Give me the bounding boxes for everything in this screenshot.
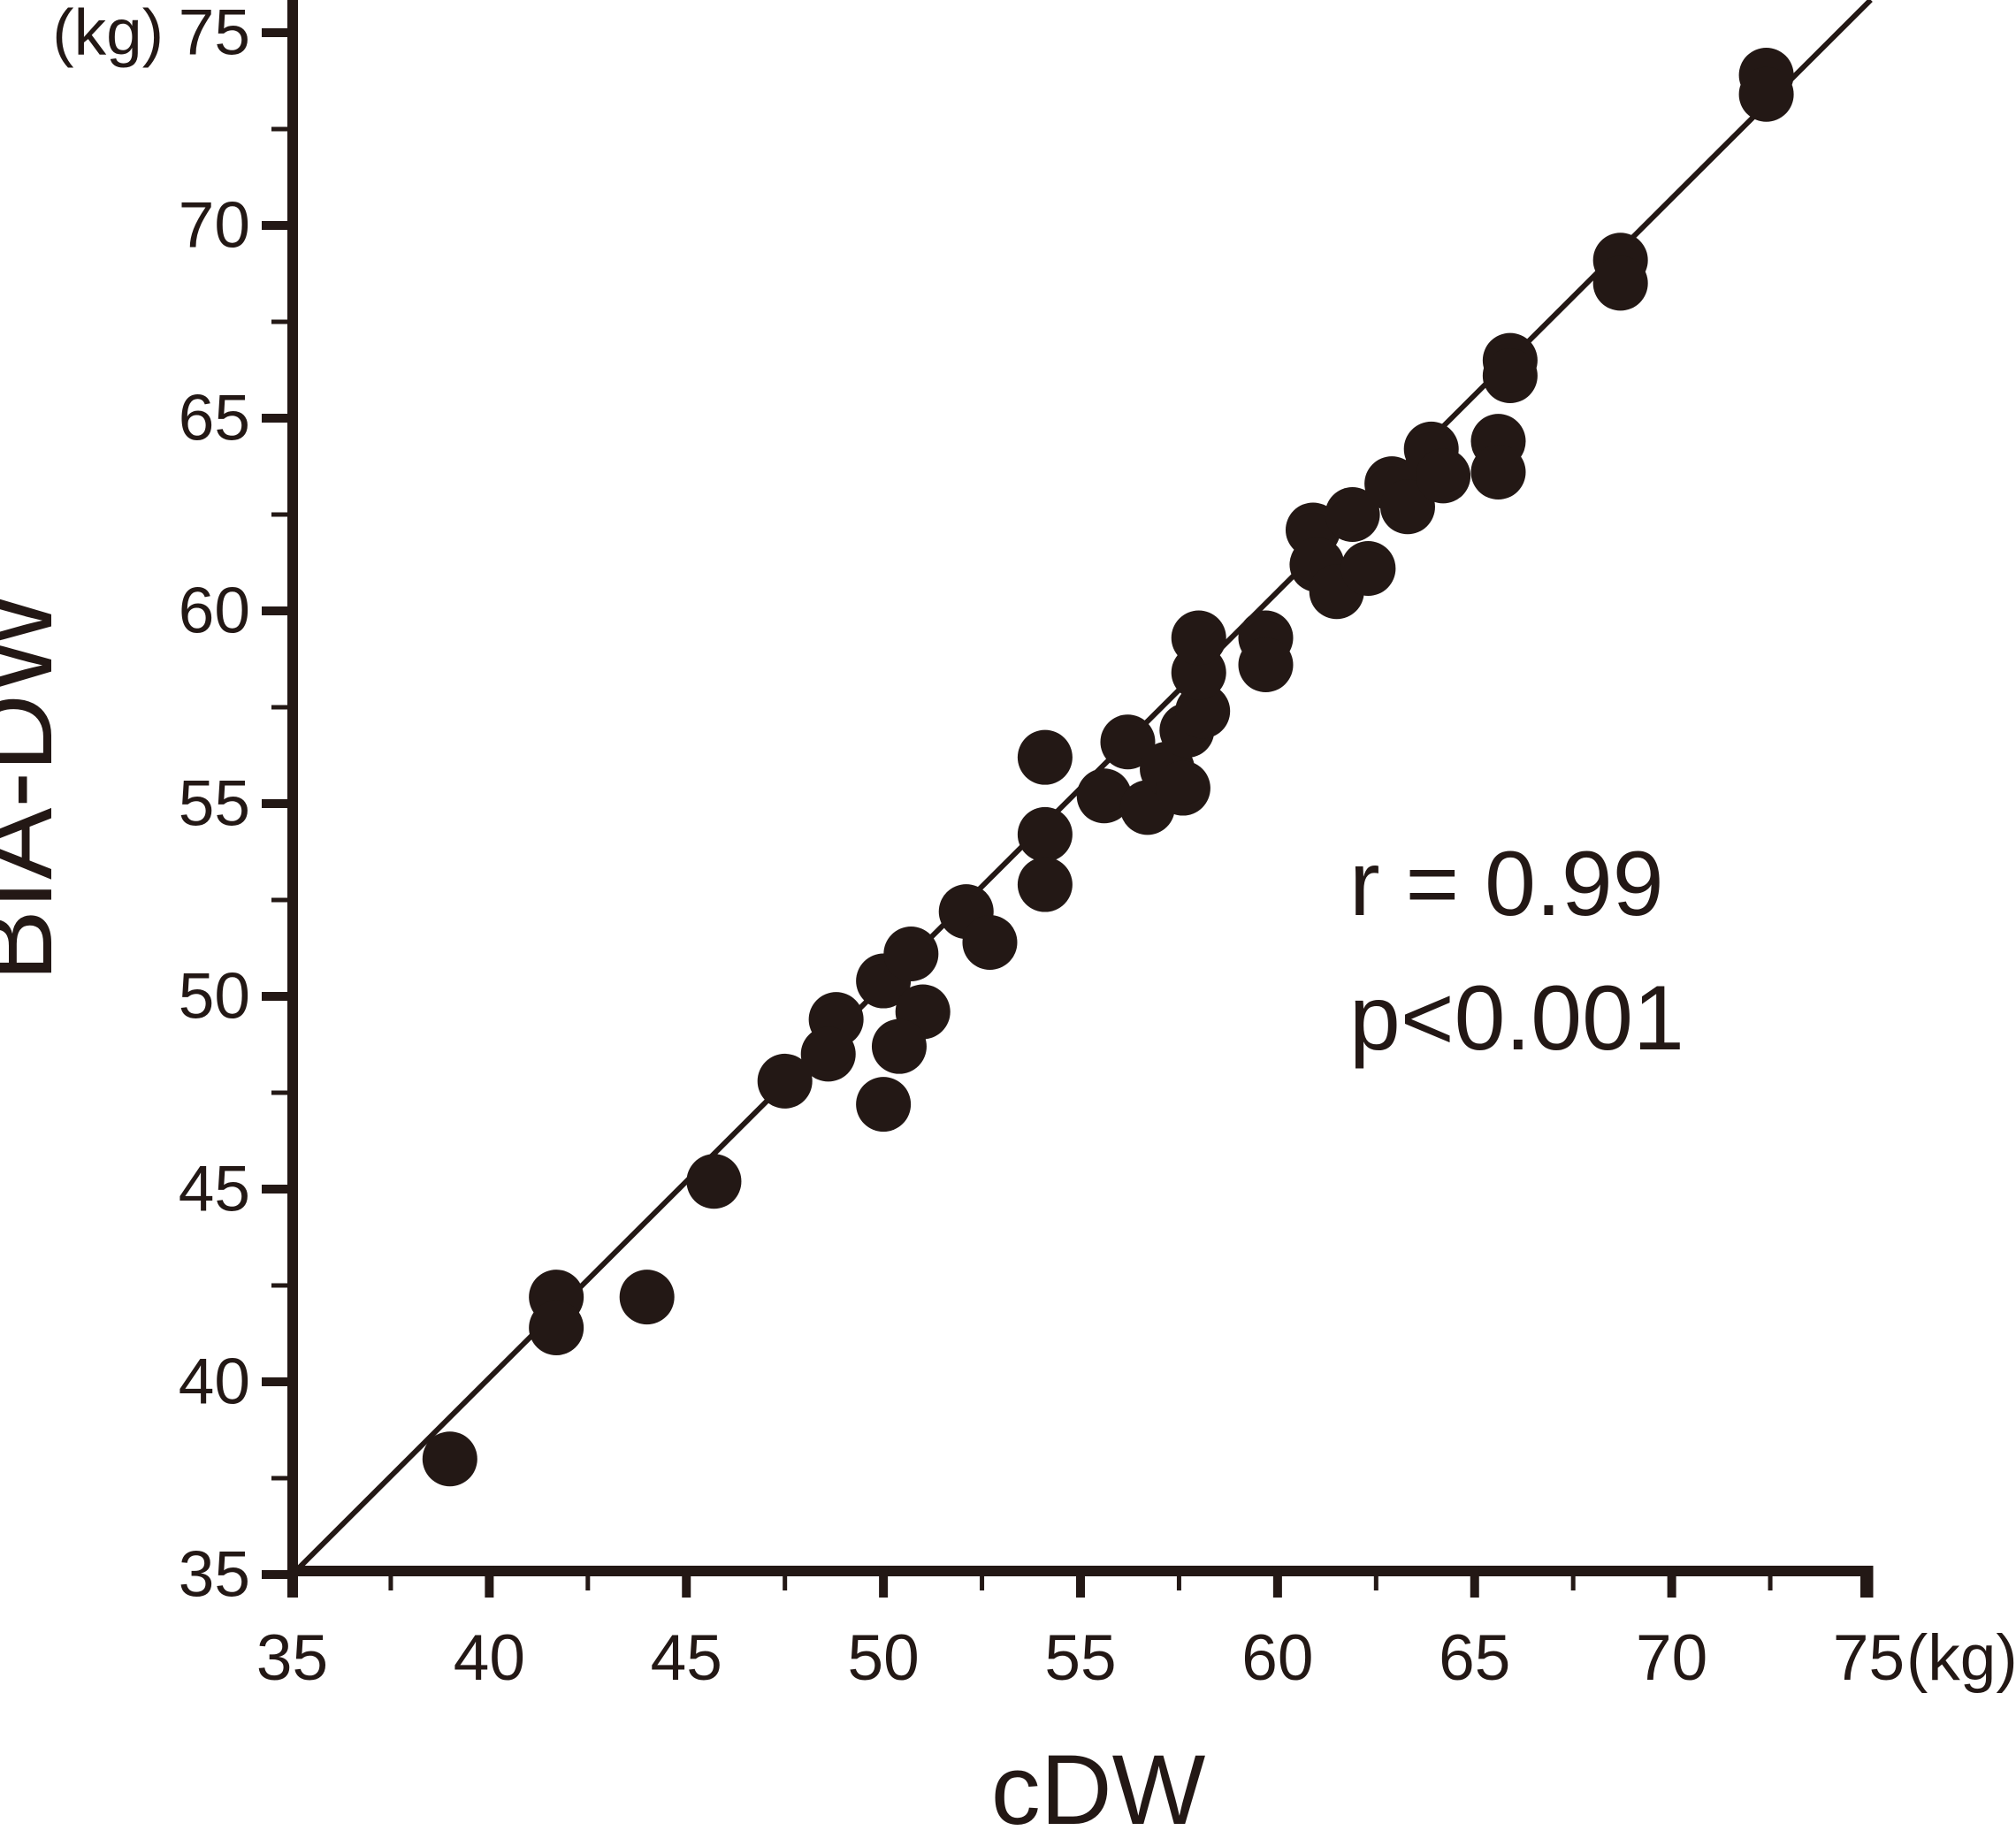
x-major-tick <box>485 1566 494 1598</box>
y-major-tick <box>262 28 287 37</box>
x-tick-label: 45 <box>651 1622 722 1694</box>
data-point <box>686 1154 742 1209</box>
y-major-tick <box>262 992 287 1001</box>
data-point <box>757 1053 813 1109</box>
data-point <box>883 927 939 982</box>
data-point <box>1017 806 1073 862</box>
y-minor-tick <box>271 319 287 324</box>
data-point <box>1482 348 1538 404</box>
data-point <box>1416 448 1471 504</box>
data-point <box>962 914 1018 970</box>
x-major-tick <box>682 1566 691 1598</box>
data-point <box>1340 541 1396 597</box>
x-major-tick <box>1272 1566 1282 1598</box>
x-axis-title: cDW <box>991 1735 1206 1838</box>
y-major-tick <box>262 1185 287 1194</box>
x-minor-tick <box>783 1576 788 1590</box>
data-point <box>1325 487 1380 542</box>
x-minor-tick <box>1570 1576 1576 1590</box>
x-tick-label: 50 <box>848 1622 920 1694</box>
x-minor-tick <box>1176 1576 1181 1590</box>
data-points-layer <box>422 47 1794 1487</box>
x-tick-label: 35 <box>256 1622 328 1694</box>
y-minor-tick <box>271 1283 287 1288</box>
data-point <box>1017 857 1073 912</box>
y-tick-label: 50 <box>179 961 250 1033</box>
y-tick-label: 55 <box>179 768 250 840</box>
y-tick-label: 70 <box>179 190 250 262</box>
x-minor-tick <box>585 1576 591 1590</box>
data-point <box>1379 479 1435 535</box>
y-major-tick <box>262 1570 287 1579</box>
x-major-tick <box>287 1566 297 1598</box>
y-tick-label: 35 <box>179 1539 250 1611</box>
axes-layer <box>262 0 1874 1598</box>
data-point <box>800 1026 856 1082</box>
y-major-tick <box>262 1377 287 1386</box>
x-tick-label: 70 <box>1636 1622 1707 1694</box>
data-point <box>871 1018 927 1074</box>
y-major-tick <box>262 221 287 230</box>
tick-labels-layer: 35 40 45 50 55 60 65 70 75 35 40 45 50 55 60 65 70 75 <box>179 0 1905 1694</box>
data-point <box>1155 760 1210 816</box>
data-point <box>1738 66 1794 122</box>
y-minor-tick <box>271 1090 287 1095</box>
pvalue-annotation: p<0.001 <box>1349 967 1684 1070</box>
y-major-tick <box>262 414 287 423</box>
x-minor-tick <box>1373 1576 1378 1590</box>
data-point <box>1171 610 1226 666</box>
data-point <box>1238 637 1294 693</box>
data-point <box>856 1077 912 1133</box>
x-major-tick <box>1470 1566 1479 1598</box>
data-point <box>1592 255 1648 311</box>
y-minor-tick <box>271 512 287 517</box>
y-tick-label: 60 <box>179 576 250 647</box>
y-tick-label: 45 <box>179 1154 250 1225</box>
y-minor-tick <box>271 705 287 710</box>
data-point <box>1470 445 1526 500</box>
y-axis-title: BIA-DW <box>0 592 74 982</box>
y-tick-label: 75 <box>179 0 250 69</box>
y-tick-label: 40 <box>179 1346 250 1418</box>
data-point <box>422 1431 477 1487</box>
y-major-tick <box>262 606 287 615</box>
x-tick-label: 55 <box>1044 1622 1116 1694</box>
x-major-tick <box>1864 1566 1874 1598</box>
y-major-tick <box>262 799 287 808</box>
y-axis-unit-label: (kg) <box>52 0 164 69</box>
x-major-tick <box>879 1566 889 1598</box>
x-minor-tick <box>388 1576 393 1590</box>
correlation-annotation: r = 0.99 <box>1349 833 1664 935</box>
x-tick-label: 60 <box>1241 1622 1313 1694</box>
x-major-tick <box>1076 1566 1085 1598</box>
y-axis-line <box>287 0 298 1598</box>
x-major-tick <box>1667 1566 1676 1598</box>
data-point <box>529 1300 584 1355</box>
x-tick-label: 40 <box>454 1622 525 1694</box>
data-point <box>1076 768 1132 824</box>
x-axis-unit-label: (kg) <box>1906 1622 2016 1694</box>
y-minor-tick <box>271 126 287 132</box>
data-point <box>1017 729 1073 785</box>
y-minor-tick <box>271 897 287 903</box>
y-tick-label: 65 <box>179 383 250 454</box>
data-point <box>1100 714 1156 770</box>
y-minor-tick <box>271 1476 287 1481</box>
x-minor-tick <box>1768 1576 1773 1590</box>
x-tick-label: 65 <box>1439 1622 1510 1694</box>
data-point <box>619 1270 675 1325</box>
x-tick-label: 75 <box>1833 1622 1905 1694</box>
x-minor-tick <box>980 1576 985 1590</box>
